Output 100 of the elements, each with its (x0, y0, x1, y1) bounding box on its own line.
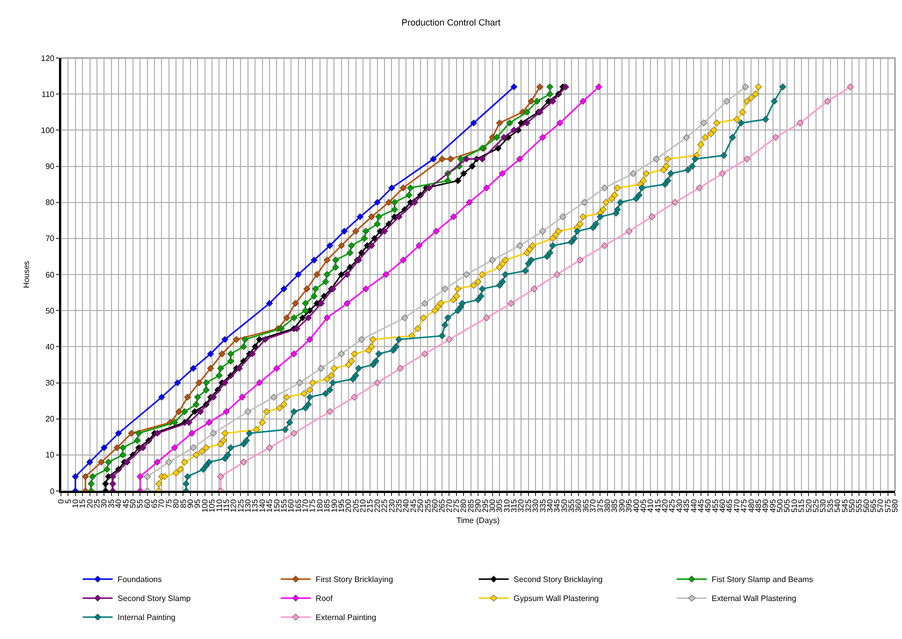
x-tick-label: 245 (408, 498, 418, 513)
point (266, 300, 273, 307)
point (421, 300, 428, 307)
x-tick-label: 490 (761, 498, 770, 513)
point (450, 213, 458, 220)
point (488, 256, 496, 264)
point (400, 184, 407, 192)
point (460, 170, 468, 177)
point (546, 90, 554, 98)
point (396, 364, 404, 372)
x-tick-label: 550 (847, 498, 856, 513)
point (348, 242, 355, 250)
legend-label: Roof (316, 594, 334, 604)
point (516, 156, 524, 163)
point (466, 198, 473, 206)
x-tick-label: 210 (358, 498, 368, 513)
x-tick-label: 570 (876, 498, 886, 513)
x-tick-label: 25 (92, 498, 102, 508)
point (536, 83, 544, 90)
point (240, 343, 248, 350)
point (601, 184, 608, 192)
point (221, 379, 228, 386)
x-tick-label: 15 (78, 498, 88, 508)
x-tick-label: 365 (581, 498, 590, 513)
point (338, 350, 345, 358)
point (273, 364, 280, 372)
x-tick-label: 170 (301, 498, 310, 513)
x-tick-label: 535 (826, 498, 835, 513)
point (370, 234, 378, 242)
y-tick-label: 110 (42, 90, 55, 99)
x-tick-label: 450 (704, 498, 713, 513)
point (242, 336, 249, 343)
point (124, 458, 131, 466)
point (207, 350, 214, 358)
point (185, 418, 192, 426)
point (400, 256, 407, 264)
point (296, 379, 304, 386)
point (175, 408, 182, 416)
legend-label: First Story Bricklaying (316, 575, 394, 584)
point (374, 198, 381, 206)
x-tick-label: 75 (164, 498, 174, 508)
x-tick-label: 135 (250, 498, 260, 513)
x-tick-label: 355 (567, 498, 576, 513)
point (772, 134, 780, 141)
point (454, 177, 462, 184)
y-tick-label: 30 (45, 378, 55, 388)
point (549, 98, 556, 105)
point (283, 314, 290, 322)
x-tick-label: 80 (172, 498, 181, 508)
point (683, 134, 690, 141)
point (206, 418, 213, 426)
x-tick-label: 310 (502, 498, 512, 513)
point (576, 256, 584, 264)
point (266, 444, 273, 452)
legend-label: Internal Painting (118, 613, 176, 622)
legend-label: Gypsum Wall Plastering (514, 594, 599, 604)
x-tick-label: 225 (380, 498, 390, 513)
x-tick-label: 200 (344, 498, 354, 513)
x-tick-label: 285 (466, 498, 476, 513)
point (324, 271, 331, 278)
x-tick-label: 60 (142, 498, 152, 508)
point (324, 314, 331, 322)
point (280, 285, 288, 292)
legend-label: Foundations (118, 575, 162, 584)
point (470, 119, 478, 126)
x-tick-label: 50 (128, 498, 138, 508)
legend-label: Second Story Bricklaying (514, 575, 603, 584)
x-tick-label: 325 (524, 498, 533, 513)
point (318, 300, 325, 307)
x-tick-label: 565 (869, 498, 878, 513)
point (174, 379, 181, 386)
x-tick-label: 290 (474, 498, 483, 513)
x-tick-label: 140 (258, 498, 267, 513)
x-tick-label: 520 (804, 498, 814, 513)
point (447, 156, 454, 163)
point (406, 184, 414, 192)
point (496, 119, 504, 126)
point (340, 228, 348, 235)
point (326, 242, 334, 250)
x-tick-label: 435 (682, 498, 692, 513)
point (171, 444, 178, 452)
point (554, 271, 561, 278)
chart-title: Production Control Chart (401, 17, 502, 28)
point (493, 134, 500, 141)
x-tick-label: 40 (114, 498, 124, 508)
point (82, 473, 89, 480)
point (191, 408, 198, 416)
point (202, 386, 210, 394)
point (796, 119, 804, 126)
point (302, 300, 309, 307)
point (463, 271, 470, 278)
point (190, 444, 197, 452)
point (468, 162, 476, 170)
point (518, 119, 525, 126)
point (318, 364, 325, 372)
point (696, 184, 703, 192)
x-tick-label: 475 (740, 498, 749, 513)
point (310, 256, 318, 264)
point (292, 300, 299, 307)
y-tick-label: 0 (50, 486, 55, 496)
